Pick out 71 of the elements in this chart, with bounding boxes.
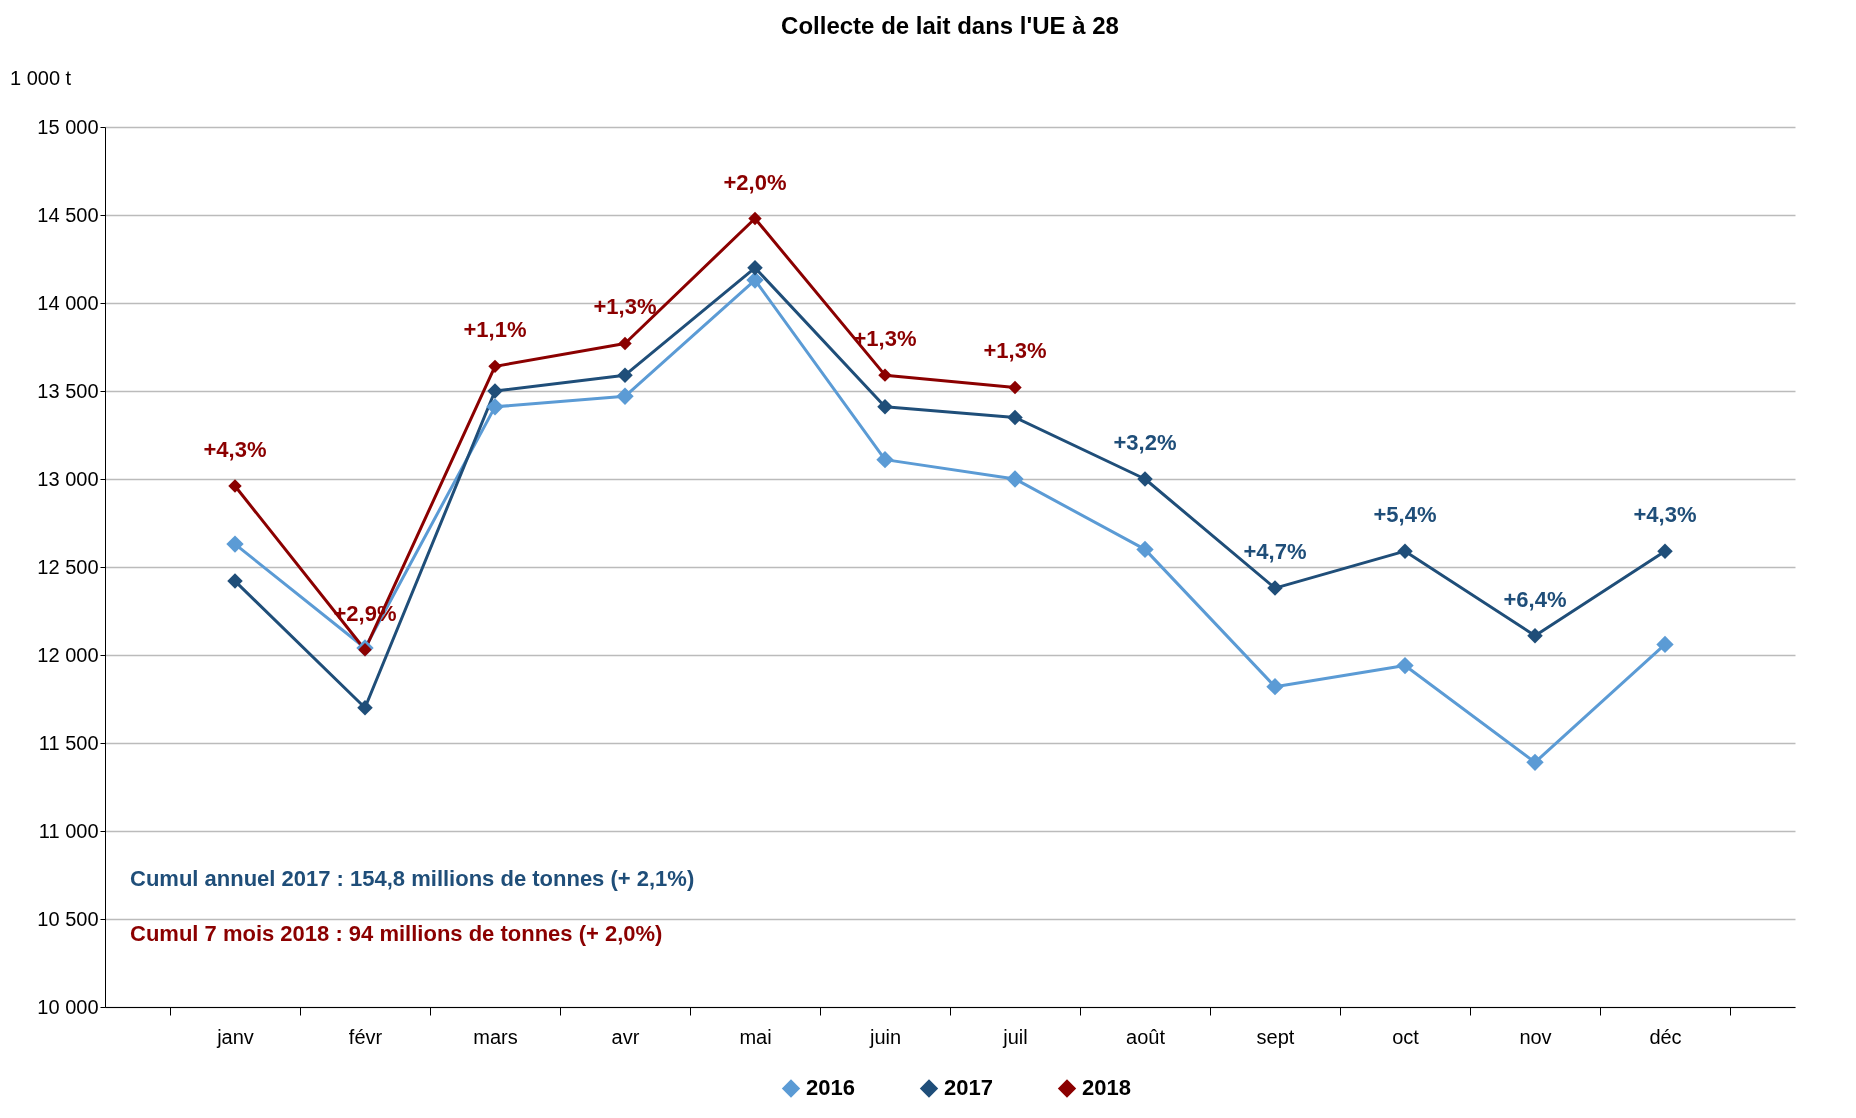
point [1656,635,1674,654]
annotation: Cumul 7 mois 2018 : 94 millions de tonnes (+ 2,0%) [130,920,663,946]
x-tick-label: août [1126,1025,1166,1048]
point [617,367,633,383]
point [488,359,502,374]
point [358,643,372,657]
annotation: +5,4% [1373,502,1437,528]
annotation: +6,4% [1503,586,1567,612]
x-tick-label: déc [1649,1025,1682,1048]
point [618,336,632,351]
y-tick-label: 10 000 [37,995,99,1018]
point [487,383,503,399]
point [616,387,634,405]
point [1396,656,1414,675]
point [1266,678,1284,696]
annotation: +4,3% [1633,502,1697,528]
y-tick-label: 10 500 [37,907,99,930]
x-tick-label: sept [1256,1025,1295,1048]
y-tick-label: 13 500 [37,379,99,402]
y-tick-label: 13 000 [37,467,99,490]
x-tick-label: mars [473,1025,518,1048]
x-tick-label: juil [1002,1025,1028,1048]
annotation: +1,3% [983,338,1047,364]
y-tick-label: 12 500 [37,555,99,578]
annotation: +3,2% [1113,430,1177,455]
x-tick-label: oct [1392,1025,1420,1048]
point [1527,627,1543,644]
legend-label: 2016 [806,1075,855,1101]
point [227,573,243,589]
x-tick-label: juin [868,1025,902,1048]
point [228,479,242,493]
point [1006,470,1024,488]
annotation: +4,7% [1243,539,1307,565]
y-tick-label: 14 500 [37,203,99,226]
point [1007,409,1023,426]
y-tick-label: 11 000 [38,819,99,842]
point [486,398,504,416]
point [1137,471,1153,487]
point [1136,540,1154,559]
point [226,535,244,553]
y-tick-label: 15 000 [37,115,99,138]
annotation: +4,3% [203,437,267,463]
point [357,700,373,716]
point [748,211,762,226]
x-tick-label: avr [611,1025,640,1048]
point [877,399,893,415]
x-tick-label: nov [1519,1025,1552,1048]
point [1526,753,1544,772]
annotation: +1,3% [853,326,917,352]
point [1397,543,1413,559]
x-tick-label: janv [216,1025,254,1048]
legend-label: 2017 [944,1075,993,1101]
annotation: Cumul annuel 2017 : 154,8 millions de tonnes (+ 2,1%) [130,866,695,892]
y-tick-label: 12 000 [37,643,99,666]
point [1657,543,1673,559]
point [876,450,894,469]
y-tick-label: 11 500 [38,731,99,754]
legend-label: 2018 [1082,1075,1131,1101]
annotation: +2,0% [723,169,787,195]
point [1267,580,1283,596]
y-tick-label: 14 000 [37,291,99,314]
point [747,260,763,276]
point [746,271,764,289]
y-axis-title: 1 000 t [10,67,72,89]
point [1008,380,1022,395]
annotation: +1,3% [593,294,657,320]
x-tick-label: févr [348,1025,383,1048]
chart-title: Collecte de lait dans l'UE à 28 [781,12,1119,39]
x-tick-label: mai [739,1025,772,1048]
point [878,368,892,382]
annotation: +1,1% [463,317,527,343]
